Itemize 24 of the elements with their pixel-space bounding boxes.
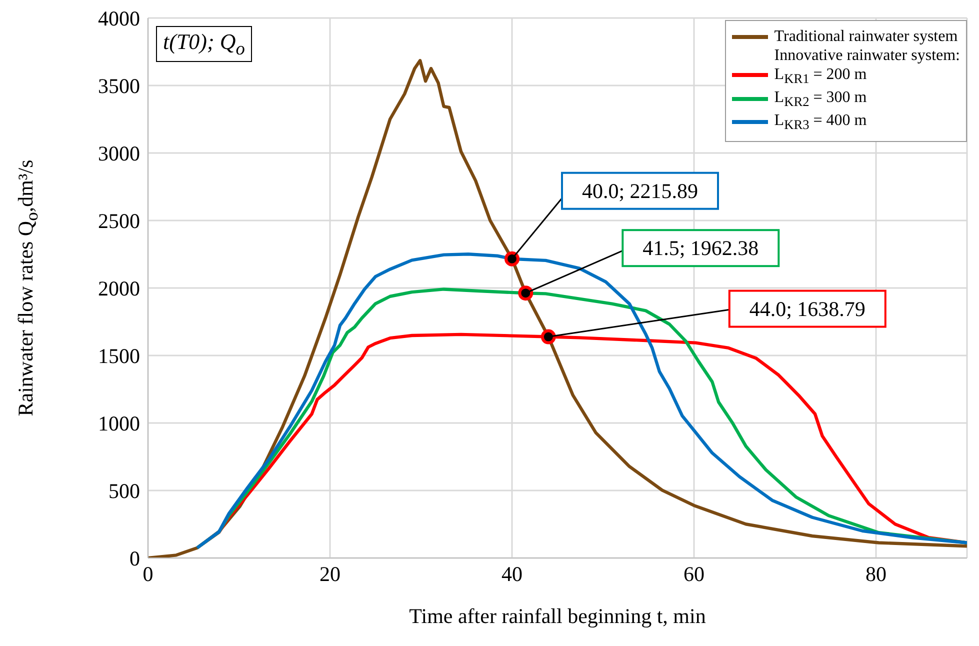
legend-label: L$_{KR1}$ = 200 m — [774, 66, 867, 86]
y-tick-label: 1000 — [98, 411, 140, 436]
y-tick-label: 3000 — [98, 141, 140, 166]
y-tick-label: 2000 — [98, 276, 140, 300]
x-tick-label: 20 — [320, 562, 340, 586]
y-tick-label: 4000 — [98, 6, 140, 30]
x-axis-title: Time after rainfall beginning t, min — [409, 604, 706, 628]
y-tick-label: 3500 — [98, 74, 140, 98]
point — [540, 329, 556, 344]
y-tick-label: 500 — [108, 478, 140, 503]
legend-title: Innovative rainwater system: — [774, 47, 960, 64]
x-tick-label: 60 — [684, 562, 704, 586]
y-tick-label: 2500 — [98, 208, 140, 233]
x-tick-label: 80 — [866, 562, 886, 586]
legend-label: L$_{KR2}$ = 300 m — [774, 89, 867, 110]
annotation: t(T0); Q$_{o}$ — [163, 29, 245, 58]
annotation: 40.0; 2215.89 — [582, 178, 698, 203]
x-tick-label: 40 — [502, 562, 522, 586]
legend-label: L$_{KR3}$ = 400 m — [774, 112, 867, 133]
annotation: 41.5; 1962.38 — [642, 236, 759, 260]
y-tick-label: 1500 — [98, 344, 140, 368]
legend-label: Traditional rainwater system — [774, 28, 958, 45]
y-tick-label: 0 — [130, 546, 140, 570]
annotation: 44.0; 1638.79 — [749, 296, 866, 321]
